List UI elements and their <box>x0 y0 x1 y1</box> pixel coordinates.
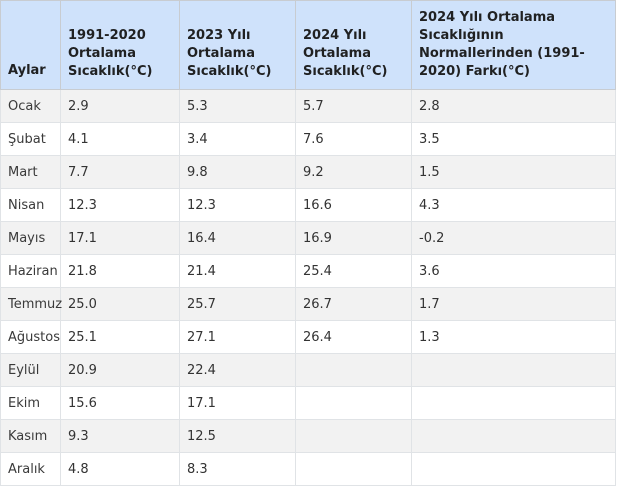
table-row: Mart 7.7 9.8 9.2 1.5 <box>0 155 616 189</box>
header-row: Aylar 1991-2020 Ortalama Sıcaklık(°C) 20… <box>0 0 616 90</box>
header-2024-average: 2024 Yılı Ortalama Sıcaklık(°C) <box>295 0 412 90</box>
avg-2024-cell: 16.6 <box>295 188 412 222</box>
diff-2024-cell: 1.3 <box>411 320 616 354</box>
avg-2023-cell: 12.5 <box>179 419 296 453</box>
normal-cell: 4.8 <box>60 452 180 486</box>
avg-2023-cell: 12.3 <box>179 188 296 222</box>
normal-cell: 20.9 <box>60 353 180 387</box>
normal-cell: 12.3 <box>60 188 180 222</box>
avg-2023-cell: 16.4 <box>179 221 296 255</box>
avg-2024-cell: 9.2 <box>295 155 412 189</box>
diff-2024-cell: 2.8 <box>411 89 616 123</box>
avg-2024-cell <box>295 386 412 420</box>
avg-2024-cell <box>295 452 412 486</box>
table-row: Kasım 9.3 12.5 <box>0 419 616 453</box>
table-row: Şubat 4.1 3.4 7.6 3.5 <box>0 122 616 156</box>
month-cell: Ekim <box>0 386 61 420</box>
avg-2023-cell: 22.4 <box>179 353 296 387</box>
table-body: Ocak 2.9 5.3 5.7 2.8 Şubat 4.1 3.4 7.6 3.5 Mart 7.7… <box>0 89 616 486</box>
avg-2023-cell: 9.8 <box>179 155 296 189</box>
diff-2024-cell <box>411 419 616 453</box>
month-cell: Kasım <box>0 419 61 453</box>
table-row: Ağustos 25.1 27.1 26.4 1.3 <box>0 320 616 354</box>
avg-2023-cell: 17.1 <box>179 386 296 420</box>
table-row: Haziran 21.8 21.4 25.4 3.6 <box>0 254 616 288</box>
diff-2024-cell: 3.5 <box>411 122 616 156</box>
normal-cell: 7.7 <box>60 155 180 189</box>
header-normal-1991-2020: 1991-2020 Ortalama Sıcaklık(°C) <box>60 0 180 90</box>
month-cell: Nisan <box>0 188 61 222</box>
diff-2024-cell: 1.5 <box>411 155 616 189</box>
table-row: Temmuz 25.0 25.7 26.7 1.7 <box>0 287 616 321</box>
diff-2024-cell: 4.3 <box>411 188 616 222</box>
header-2023-average: 2023 Yılı Ortalama Sıcaklık(°C) <box>179 0 296 90</box>
normal-cell: 2.9 <box>60 89 180 123</box>
table-header: Aylar 1991-2020 Ortalama Sıcaklık(°C) 20… <box>0 0 616 90</box>
header-2024-difference: 2024 Yılı Ortalama Sıcaklığının Normalle… <box>411 0 616 90</box>
normal-cell: 21.8 <box>60 254 180 288</box>
normal-cell: 25.0 <box>60 287 180 321</box>
month-cell: Temmuz <box>0 287 62 321</box>
normal-cell: 25.1 <box>60 320 180 354</box>
table-row: Nisan 12.3 12.3 16.6 4.3 <box>0 188 616 222</box>
month-cell: Mayıs <box>0 221 61 255</box>
normal-cell: 9.3 <box>60 419 180 453</box>
diff-2024-cell <box>411 353 616 387</box>
avg-2024-cell: 26.4 <box>295 320 412 354</box>
normal-cell: 15.6 <box>60 386 180 420</box>
avg-2024-cell: 25.4 <box>295 254 412 288</box>
diff-2024-cell <box>411 452 616 486</box>
avg-2024-cell: 5.7 <box>295 89 412 123</box>
month-cell: Şubat <box>0 122 61 156</box>
avg-2024-cell: 26.7 <box>295 287 412 321</box>
header-months: Aylar <box>0 0 61 90</box>
avg-2023-cell: 5.3 <box>179 89 296 123</box>
avg-2024-cell: 7.6 <box>295 122 412 156</box>
table-row: Ekim 15.6 17.1 <box>0 386 616 420</box>
table-row: Ocak 2.9 5.3 5.7 2.8 <box>0 89 616 123</box>
avg-2024-cell: 16.9 <box>295 221 412 255</box>
month-cell: Aralık <box>0 452 61 486</box>
table-row: Eylül 20.9 22.4 <box>0 353 616 387</box>
avg-2023-cell: 25.7 <box>179 287 296 321</box>
diff-2024-cell: -0.2 <box>411 221 616 255</box>
normal-cell: 17.1 <box>60 221 180 255</box>
month-cell: Haziran <box>0 254 61 288</box>
avg-2024-cell <box>295 419 412 453</box>
month-cell: Mart <box>0 155 61 189</box>
diff-2024-cell: 3.6 <box>411 254 616 288</box>
month-cell: Ocak <box>0 89 61 123</box>
normal-cell: 4.1 <box>60 122 180 156</box>
diff-2024-cell <box>411 386 616 420</box>
month-cell: Ağustos <box>0 320 61 354</box>
month-cell: Eylül <box>0 353 61 387</box>
avg-2023-cell: 27.1 <box>179 320 296 354</box>
avg-2023-cell: 3.4 <box>179 122 296 156</box>
avg-2024-cell <box>295 353 412 387</box>
avg-2023-cell: 8.3 <box>179 452 296 486</box>
table-row: Mayıs 17.1 16.4 16.9 -0.2 <box>0 221 616 255</box>
avg-2023-cell: 21.4 <box>179 254 296 288</box>
diff-2024-cell: 1.7 <box>411 287 616 321</box>
table-row: Aralık 4.8 8.3 <box>0 452 616 486</box>
